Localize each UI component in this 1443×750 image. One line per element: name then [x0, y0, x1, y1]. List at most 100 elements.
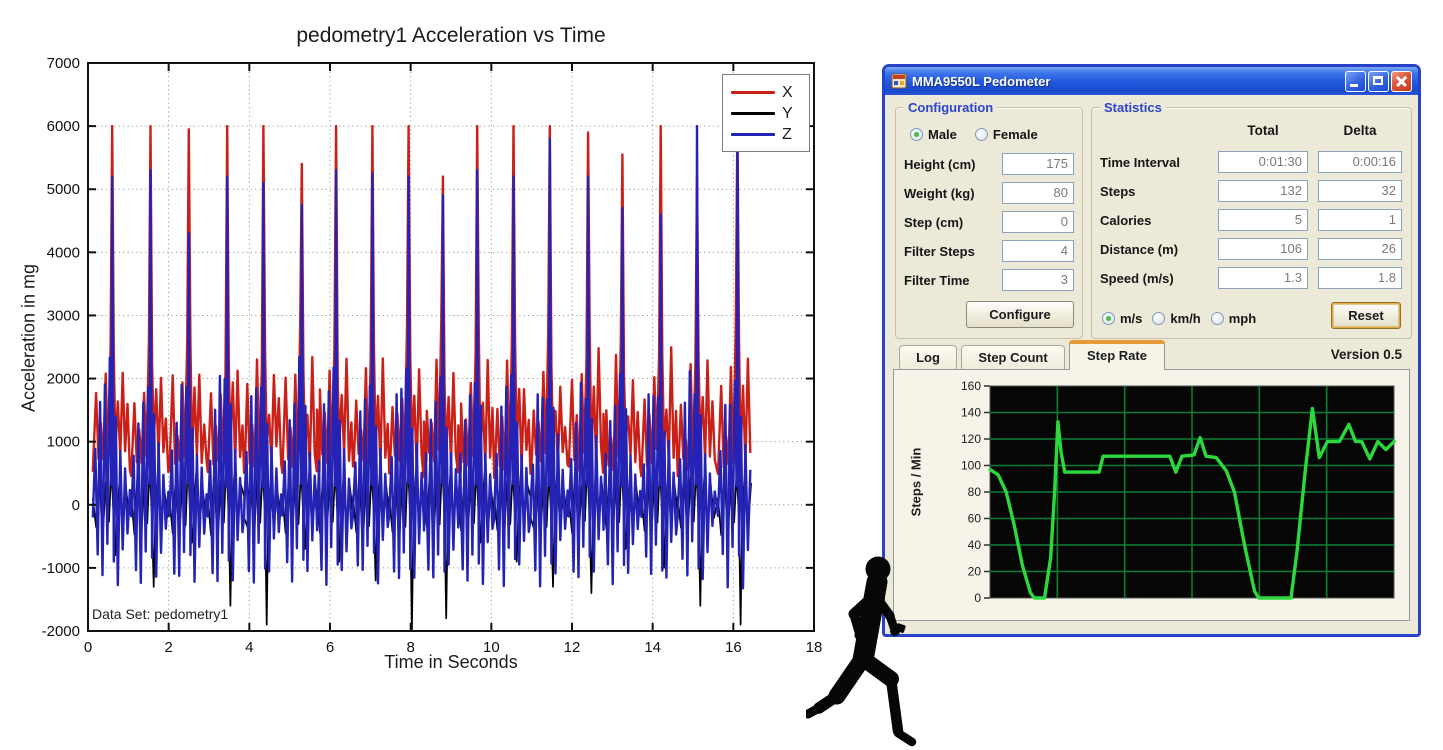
maximize-button[interactable] [1368, 70, 1389, 92]
svg-text:20: 20 [968, 565, 982, 579]
svg-text:18: 18 [806, 639, 823, 656]
unit-ms-radio[interactable]: m/s [1102, 311, 1142, 326]
dataset-annotation: Data Set: pedometry1 [92, 606, 229, 622]
svg-text:-1000: -1000 [42, 560, 80, 577]
steps-total: 132 [1218, 180, 1308, 202]
speed-label: Speed (m/s) [1100, 270, 1174, 286]
steps-row: Steps 132 32 [1100, 179, 1402, 203]
steprate-y-axis-label: Steps / Min [908, 447, 924, 517]
legend-line-y-icon [731, 111, 775, 116]
window-title: MMA9550L Pedometer [912, 73, 1051, 89]
svg-text:14: 14 [644, 639, 661, 656]
statistics-group: Statistics Total Delta Time Interval 0:0… [1091, 99, 1412, 339]
legend-label-z: Z [782, 125, 792, 143]
unit-mph-radio[interactable]: mph [1210, 311, 1257, 326]
svg-text:10: 10 [483, 639, 500, 656]
male-radio[interactable]: Male [910, 127, 957, 142]
weight-label: Weight (kg) [904, 185, 975, 201]
runner-silhouette [806, 556, 917, 747]
minimize-button[interactable] [1345, 70, 1366, 92]
svg-text:6: 6 [326, 639, 334, 656]
svg-text:2: 2 [164, 639, 172, 656]
unit-kmh-radio[interactable]: km/h [1152, 311, 1201, 326]
distance-row: Distance (m) 106 26 [1100, 237, 1402, 261]
legend-label-y: Y [782, 104, 793, 122]
svg-text:4: 4 [245, 639, 253, 656]
window-titlebar[interactable]: MMA9550L Pedometer [885, 67, 1418, 95]
calories-label: Calories [1100, 212, 1152, 228]
legend-entry-z: Z [731, 124, 801, 145]
svg-text:3000: 3000 [47, 307, 80, 324]
filter-steps-input[interactable]: 4 [1002, 240, 1074, 262]
svg-text:160: 160 [961, 379, 981, 393]
svg-text:0: 0 [72, 497, 80, 514]
unit-mph-label: mph [1228, 311, 1257, 326]
svg-text:7000: 7000 [47, 55, 80, 72]
tab-step-count[interactable]: Step Count [961, 345, 1065, 369]
svg-text:4000: 4000 [47, 244, 80, 261]
svg-text:6000: 6000 [47, 118, 80, 135]
legend-entry-x: X [731, 82, 801, 103]
radio-icon [1102, 312, 1115, 325]
speed-row: Speed (m/s) 1.3 1.8 [1100, 266, 1402, 290]
plot-legend: X Y Z [722, 74, 810, 152]
svg-text:8: 8 [406, 639, 414, 656]
male-radio-label: Male [928, 126, 957, 142]
radio-icon [1210, 312, 1224, 325]
time-interval-label: Time Interval [1100, 154, 1180, 170]
height-label: Height (cm) [904, 156, 976, 172]
legend-entry-y: Y [731, 103, 801, 124]
calories-delta: 1 [1318, 209, 1402, 231]
configuration-group-title: Configuration [904, 99, 998, 116]
reset-button[interactable]: Reset [1331, 302, 1401, 329]
calories-row: Calories 5 1 [1100, 208, 1402, 232]
configure-button[interactable]: Configure [966, 301, 1074, 328]
statistics-header: Total Delta [1100, 120, 1402, 140]
step-label: Step (cm) [904, 214, 964, 230]
time-interval-total: 0:01:30 [1218, 151, 1308, 173]
distance-delta: 26 [1318, 238, 1402, 260]
time-interval-delta: 0:00:16 [1318, 151, 1402, 173]
legend-label-x: X [782, 83, 793, 101]
svg-text:5000: 5000 [47, 181, 80, 198]
tab-step-rate[interactable]: Step Rate [1069, 340, 1165, 370]
radio-icon [974, 127, 988, 141]
total-column-header: Total [1247, 122, 1279, 138]
acceleration-figure: 0 2 4 6 8 10 12 14 16 18 -2000 -1000 0 1000 2000 3000 40… [19, 24, 823, 672]
tab-log[interactable]: Log [899, 345, 957, 369]
female-radio-label: Female [992, 126, 1038, 142]
svg-text:12: 12 [564, 639, 581, 656]
calories-total: 5 [1218, 209, 1308, 231]
window-content: Configuration Male Female Height (cm) 17… [885, 95, 1418, 634]
speed-total: 1.3 [1218, 267, 1308, 289]
svg-text:2000: 2000 [47, 371, 80, 388]
height-input[interactable]: 175 [1002, 153, 1074, 175]
version-label: Version 0.5 [1330, 347, 1402, 362]
chart-title: pedometry1 Acceleration vs Time [296, 24, 606, 47]
delta-column-header: Delta [1343, 122, 1377, 138]
svg-text:80: 80 [968, 485, 982, 499]
svg-text:40: 40 [968, 538, 982, 552]
app-icon [891, 73, 907, 89]
statistics-group-title: Statistics [1100, 99, 1166, 116]
acceleration-plot-canvas: 0 2 4 6 8 10 12 14 16 18 -2000 -1000 0 1000 2000 3000 40… [42, 55, 823, 656]
step-input[interactable]: 0 [1002, 211, 1074, 233]
steps-label: Steps [1100, 183, 1136, 199]
time-interval-row: Time Interval 0:01:30 0:00:16 [1100, 150, 1402, 174]
svg-text:-2000: -2000 [42, 623, 80, 640]
speed-delta: 1.8 [1318, 267, 1402, 289]
weight-input[interactable]: 80 [1002, 182, 1074, 204]
step-rate-tab-panel: Steps / Min 0 20 40 60 80 100 120 140 160 [893, 369, 1410, 621]
radio-icon [910, 127, 923, 141]
female-radio[interactable]: Female [974, 126, 1038, 142]
steps-delta: 32 [1318, 180, 1402, 202]
configuration-group: Configuration Male Female Height (cm) 17… [895, 99, 1083, 339]
svg-text:120: 120 [961, 432, 981, 446]
step-rate-chart: 0 20 40 60 80 100 120 140 160 [961, 379, 1396, 605]
svg-text:0: 0 [84, 639, 92, 656]
radio-icon [1152, 312, 1166, 325]
svg-text:140: 140 [961, 406, 981, 420]
speed-units-row: m/s km/h mph [1102, 311, 1256, 326]
close-button[interactable] [1391, 70, 1412, 92]
filter-time-input[interactable]: 3 [1002, 269, 1074, 291]
